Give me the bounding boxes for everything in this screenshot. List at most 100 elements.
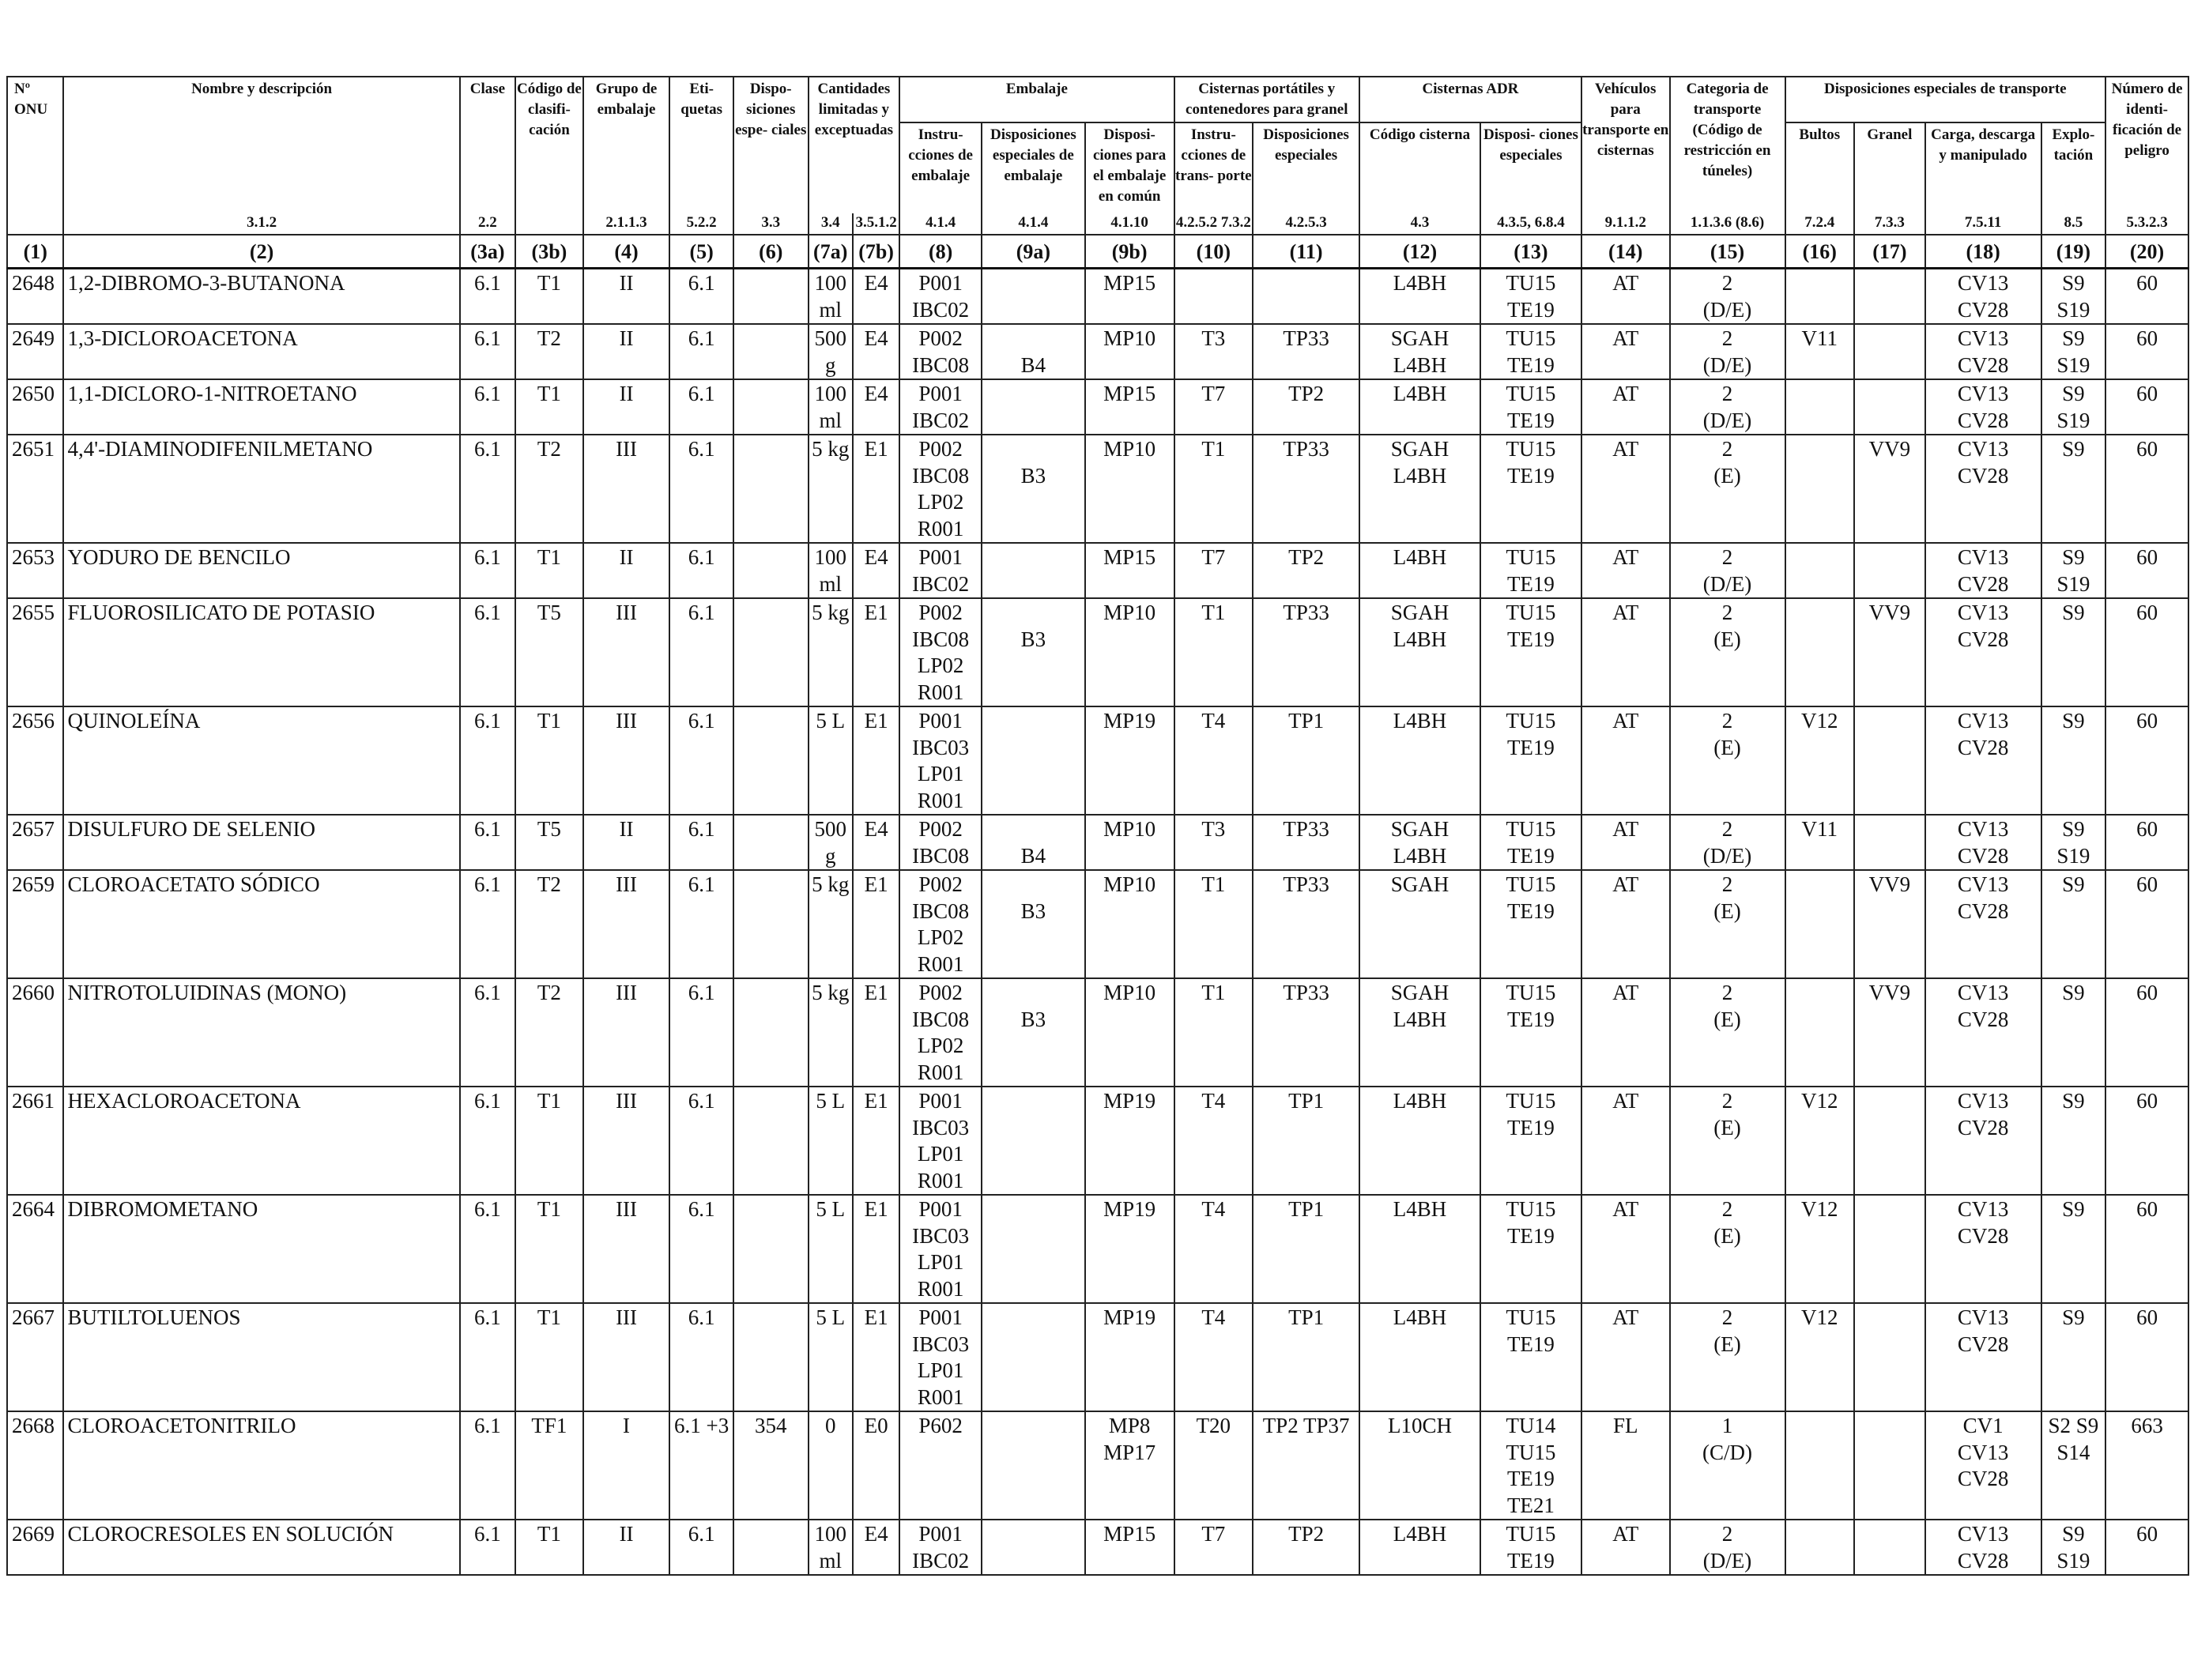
- header-etiquetas: Eti- quetas: [669, 76, 734, 213]
- cell-c15: 2 (D/E): [1668, 267, 1786, 325]
- cell-c17: VV9: [1853, 434, 1926, 544]
- header-grupo: Grupo de embalaje: [582, 76, 671, 213]
- cell-line: B4: [1020, 352, 1046, 377]
- cell-c19: S9 S19: [2040, 379, 2107, 435]
- dangerous-goods-table: Nº ONU Nombre y descripción Clase Código…: [6, 76, 2189, 1576]
- cell-c8: P002 IBC08 LP02 R001: [899, 434, 982, 544]
- cell-c13: TU15 TE19: [1480, 267, 1582, 325]
- cell-c19: S9 S19: [2040, 323, 2107, 380]
- cell-c7a: 0: [807, 1411, 854, 1520]
- cell-c10: T1: [1173, 597, 1254, 707]
- cell-c18: CV13 CV28: [1924, 1194, 2042, 1304]
- cell-c5: 6.1: [669, 814, 734, 871]
- cell-c4: II: [582, 379, 671, 435]
- cell-c16: [1784, 597, 1856, 707]
- cell-c3b: T1: [515, 706, 584, 816]
- cell-name: QUINOLEÍNA: [62, 706, 461, 816]
- cell-line: R001: [917, 788, 964, 812]
- cell-c3b: T1: [515, 1302, 584, 1412]
- cell-c5: 6.1: [669, 869, 734, 979]
- cell-line: TU15: [1506, 601, 1556, 624]
- cell-line: TU15: [1506, 1197, 1556, 1221]
- cell-c13: TU15 TE19: [1480, 323, 1582, 380]
- cell-c19: S9 S19: [2040, 267, 2107, 325]
- cell-c14: AT: [1580, 814, 1671, 871]
- cell-c13: TU15 TE19: [1480, 542, 1582, 599]
- reference-cell: 8.5: [2040, 213, 2107, 235]
- cell-line: [982, 408, 1084, 435]
- cell-line: TU15: [1506, 1440, 1556, 1464]
- cell-line: SGAH: [1390, 437, 1449, 461]
- cell-c8: P001 IBC02: [899, 267, 982, 325]
- cell-line: [982, 1413, 1084, 1440]
- cell-line: S9: [2062, 1305, 2085, 1329]
- cell-c16: V12: [1784, 1302, 1856, 1412]
- cell-c9b: MP10: [1084, 434, 1175, 544]
- cell-line: SGAH: [1390, 981, 1449, 1004]
- cell-c5: 6.1: [669, 706, 734, 816]
- cell-c3b: T2: [515, 977, 584, 1087]
- cell-line: S2 S9: [2048, 1414, 2099, 1437]
- cell-line: CV28: [1957, 1548, 2009, 1573]
- cell-c5: 6.1: [669, 542, 734, 599]
- cell-line: R001: [917, 1168, 964, 1192]
- cell-c10: T1: [1173, 434, 1254, 544]
- cell-c9a: [980, 267, 1086, 325]
- cell-c16: V11: [1784, 814, 1856, 871]
- column-number: (18): [1924, 234, 2042, 269]
- reference-cell: 4.3.5, 6.8.4: [1480, 213, 1582, 235]
- cell-c19: S2 S9 S14: [2040, 1411, 2107, 1520]
- cell-name: DISULFURO DE SELENIO: [62, 814, 461, 871]
- cell-c7a: 5 L: [807, 706, 854, 816]
- cell-line: CV13: [1957, 1522, 2009, 1546]
- cell-c11: TP2: [1252, 542, 1361, 599]
- cell-c13: TU15 TE19: [1480, 869, 1582, 979]
- table-row: 2651 4,4'-DIAMINODIFENILMETANO 6.1 T2 III 6.1…: [6, 434, 2189, 544]
- cell-line: CV13: [1957, 545, 2009, 569]
- cell-c17: [1853, 1519, 1926, 1576]
- cell-c20: 60: [2105, 434, 2189, 544]
- reference-cell: 4.2.5.3: [1252, 213, 1361, 235]
- cell-c7a: 100 ml: [807, 1519, 854, 1576]
- cell-c3a: 6.1: [458, 379, 517, 435]
- cell-line: IBC03: [912, 1223, 970, 1248]
- cell-c9a: B4: [980, 814, 1086, 871]
- cell-c4: III: [582, 1086, 671, 1196]
- table-row: 2661 HEXACLOROACETONA 6.1 T1 III 6.1 5 L E1 P001…: [6, 1086, 2189, 1196]
- cell-line: SGAH: [1390, 326, 1449, 350]
- cell-c7a: 500 g: [807, 814, 854, 871]
- header-name: Nombre y descripción: [62, 76, 461, 213]
- cell-onu: 2669: [6, 1519, 65, 1576]
- cell-line: R001: [917, 680, 964, 704]
- cell-c10: T3: [1173, 323, 1254, 380]
- cell-c11: TP2 TP37: [1252, 1411, 1361, 1520]
- cell-line: 2: [1721, 1522, 1733, 1546]
- cell-line: [982, 1332, 1084, 1358]
- cell-line: CV13: [1957, 981, 2009, 1004]
- cell-line: L4BH: [1393, 1007, 1447, 1031]
- cell-c18: CV1 CV13 CV28: [1924, 1411, 2042, 1520]
- cell-line: CV13: [1957, 382, 2009, 405]
- cell-c18: CV13 CV28: [1924, 323, 2042, 380]
- cell-line: L10CH: [1388, 1414, 1453, 1437]
- cell-c5: 6.1: [669, 1519, 734, 1576]
- cell-c6: [732, 379, 809, 435]
- cell-c15: 2 (E): [1668, 434, 1786, 544]
- cell-line: TE19: [1506, 627, 1555, 651]
- cell-c9a: B3: [980, 869, 1086, 979]
- cell-line: [982, 816, 1084, 843]
- cell-c8: P001 IBC02: [899, 1519, 982, 1576]
- cell-c14: AT: [1580, 1302, 1671, 1412]
- cell-line: L4BH: [1393, 627, 1447, 651]
- table-row: 2664 DIBROMOMETANO 6.1 T1 III 6.1 5 L E1 P001 IBC…: [6, 1194, 2189, 1304]
- cell-c14: AT: [1580, 977, 1671, 1087]
- cell-onu: 2649: [6, 323, 65, 380]
- cell-c3a: 6.1: [458, 597, 517, 707]
- cell-line: S19: [2056, 1548, 2090, 1573]
- cell-line: S19: [2056, 408, 2090, 432]
- cell-c11: TP1: [1252, 706, 1361, 816]
- cell-c10: T4: [1173, 1194, 1254, 1304]
- cell-line: S9: [2062, 1197, 2085, 1221]
- cell-c15: 2 (E): [1668, 1302, 1786, 1412]
- cell-line: 2: [1721, 382, 1733, 405]
